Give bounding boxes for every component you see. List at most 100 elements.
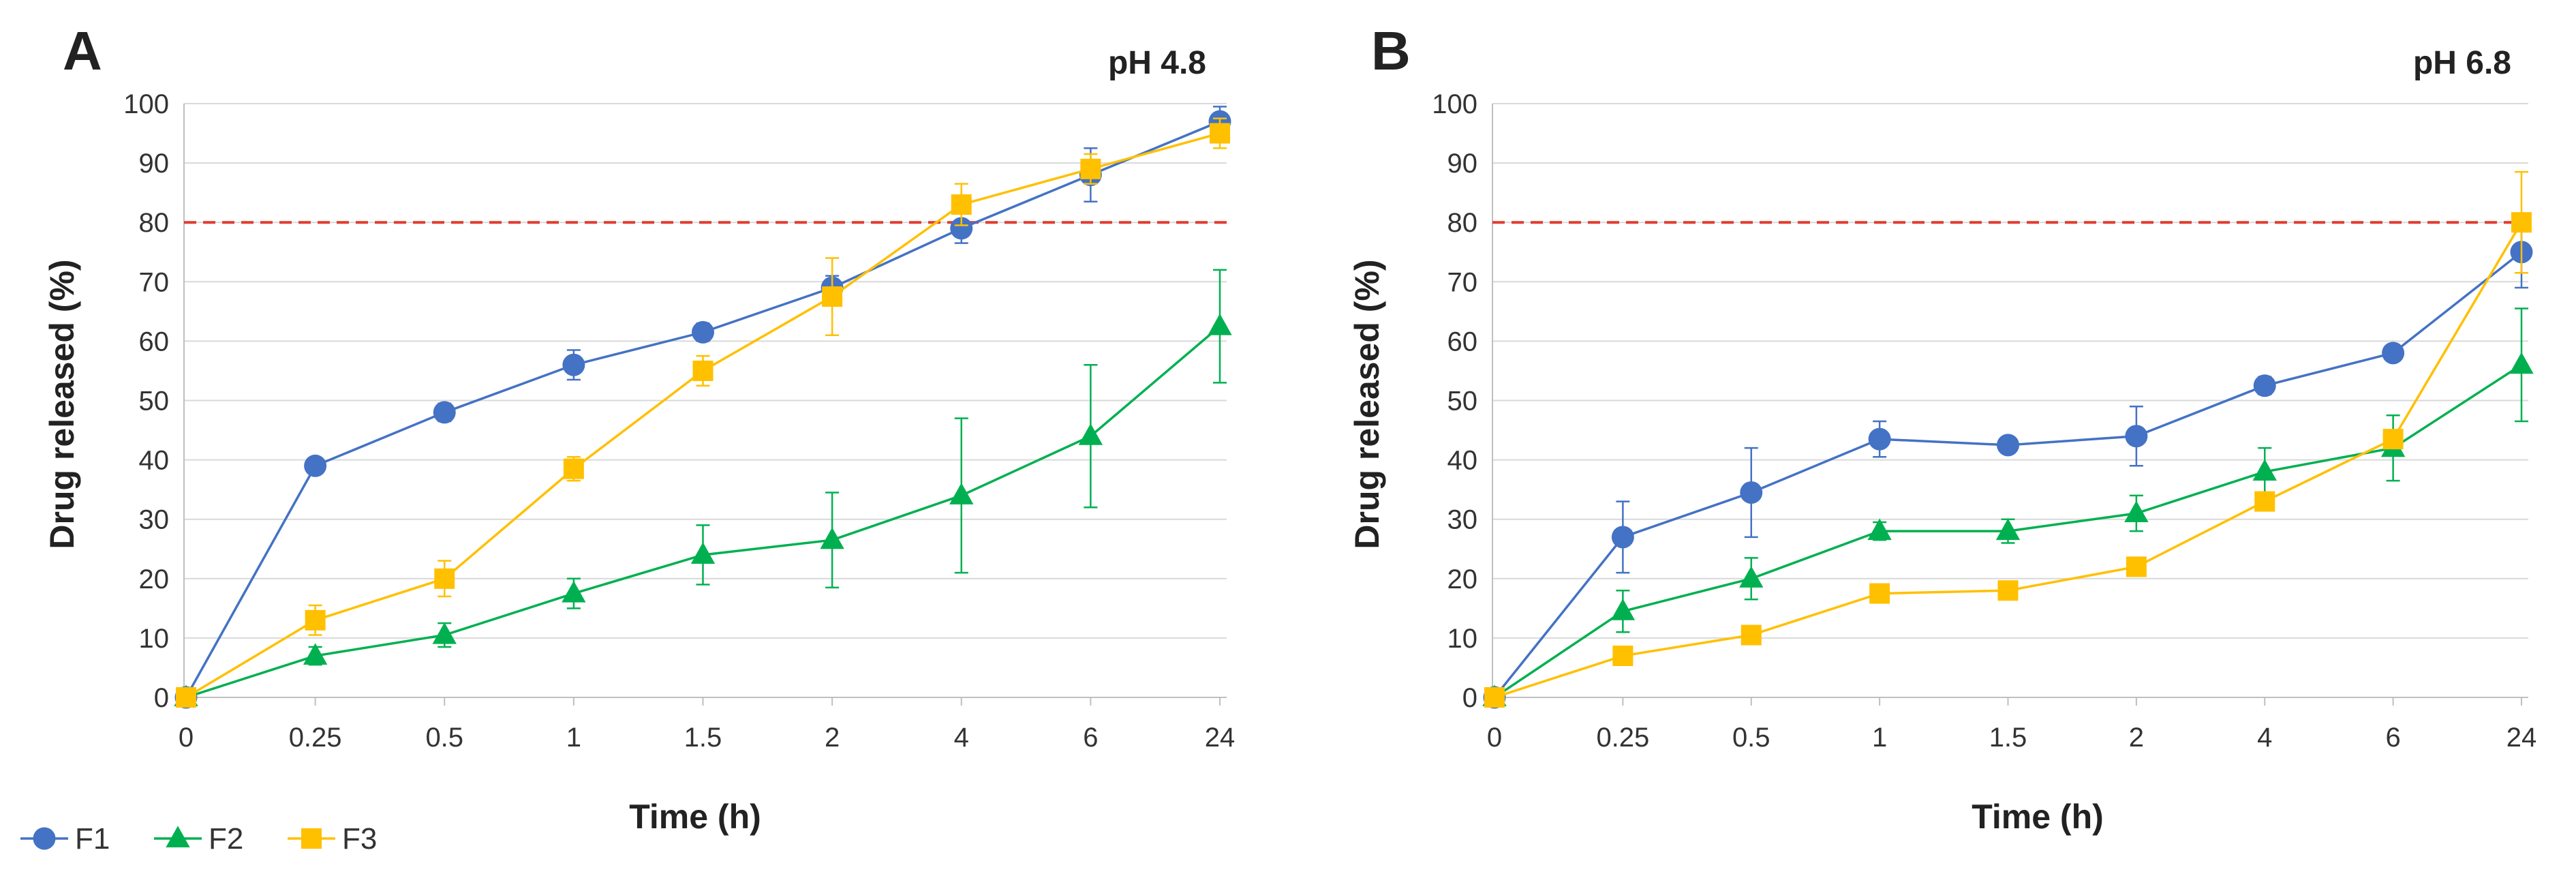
y-tick-label: 60 [1447, 327, 1478, 357]
data-point [176, 687, 196, 708]
x-tick-label: 24 [2506, 723, 2537, 753]
data-point [1740, 481, 1763, 504]
data-point [1611, 526, 1634, 549]
data-point [1997, 580, 2019, 601]
y-tick-label: 80 [139, 208, 170, 238]
y-axis-title: Drug released (%) [43, 259, 81, 549]
legend-label: F2 [209, 822, 243, 856]
data-point [2254, 491, 2275, 512]
series-f2 [174, 269, 1232, 707]
data-point [434, 568, 455, 589]
data-point [304, 454, 327, 477]
data-point [949, 483, 974, 504]
legend-label: F3 [342, 822, 377, 856]
series-f3 [176, 117, 1230, 708]
y-tick-label: 70 [1447, 267, 1478, 297]
series-f3 [1484, 170, 2532, 708]
y-tick-label: 90 [139, 149, 170, 179]
data-point [2382, 429, 2404, 450]
data-point [1210, 123, 1230, 144]
y-tick-label: 60 [139, 327, 170, 357]
data-point [563, 458, 584, 479]
series-line [1493, 251, 2523, 699]
data-point [1997, 434, 2019, 457]
data-point [303, 643, 328, 665]
x-axis-title: Time (h) [629, 798, 761, 836]
data-point [562, 580, 586, 603]
y-tick-label: 20 [139, 564, 170, 594]
x-tick-label: 0.5 [425, 723, 463, 753]
data-point [1610, 599, 1636, 620]
data-point [1739, 566, 1764, 588]
data-point [432, 622, 457, 644]
y-tick-label: 30 [1447, 505, 1478, 535]
data-point [2509, 352, 2534, 374]
data-point [1208, 314, 1232, 335]
series-f2 [1482, 307, 2534, 707]
data-point [2382, 342, 2405, 365]
chart-title: pH 6.8 [2413, 45, 2511, 81]
panel-letter: B [1371, 20, 1411, 81]
x-tick-label: 1.5 [1989, 723, 2027, 753]
x-tick-label: 1 [1872, 723, 1887, 753]
data-point [2511, 212, 2532, 233]
data-point [1869, 583, 1890, 604]
legend-swatch [20, 827, 68, 850]
panel-b: B pH 6.8 Time (h) Drug released (%) 0102… [1348, 20, 2536, 836]
x-tick-label: 2 [825, 723, 840, 753]
data-point [692, 360, 714, 381]
data-point [305, 609, 326, 631]
data-point [950, 217, 973, 240]
y-axis-title: Drug released (%) [1348, 259, 1386, 549]
chart-title: pH 4.8 [1108, 45, 1206, 81]
y-tick-label: 70 [139, 267, 170, 297]
data-point [820, 527, 844, 549]
data-point [2125, 425, 2148, 448]
data-point [2253, 374, 2276, 397]
legend-item: F3 [288, 822, 377, 856]
data-point [822, 286, 843, 307]
data-point [2124, 500, 2149, 523]
x-tick-label: 4 [2257, 723, 2272, 753]
y-tick-label: 10 [1447, 624, 1478, 654]
data-point [562, 353, 585, 376]
data-point [1741, 624, 1762, 646]
x-tick-label: 1 [566, 723, 581, 753]
x-tick-label: 0 [179, 723, 194, 753]
data-point [690, 542, 716, 564]
legend-marker [166, 826, 190, 848]
legend-marker [301, 828, 322, 849]
data-point [1484, 687, 1505, 708]
x-tick-label: 2 [2129, 723, 2144, 753]
data-point [951, 194, 972, 215]
legend-swatch [288, 828, 335, 849]
x-tick-label: 0.25 [289, 723, 342, 753]
series-f1 [174, 106, 1231, 709]
legend-item: F2 [154, 822, 243, 856]
y-tick-label: 0 [1462, 683, 1477, 713]
y-tick-label: 100 [1432, 89, 1477, 119]
data-point [692, 320, 714, 344]
x-tick-label: 0.25 [1596, 723, 1649, 753]
x-tick-label: 4 [954, 723, 969, 753]
data-point [1078, 423, 1103, 445]
legend-item: F1 [20, 822, 110, 856]
x-tick-label: 6 [1083, 723, 1098, 753]
legend: F1 F2 F3 [20, 822, 377, 856]
y-tick-label: 20 [1447, 564, 1478, 594]
x-axis-title: Time (h) [1972, 798, 2104, 836]
y-tick-label: 100 [123, 89, 169, 119]
data-point [2252, 459, 2277, 481]
y-tick-label: 10 [139, 624, 170, 654]
x-tick-label: 0 [1487, 723, 1502, 753]
y-tick-label: 40 [1447, 446, 1478, 476]
x-tick-label: 1.5 [684, 723, 722, 753]
data-point [1867, 518, 1892, 541]
y-tick-label: 50 [1447, 387, 1478, 417]
y-tick-label: 90 [1447, 149, 1478, 179]
data-point [1995, 518, 2021, 541]
data-point [2126, 556, 2147, 577]
